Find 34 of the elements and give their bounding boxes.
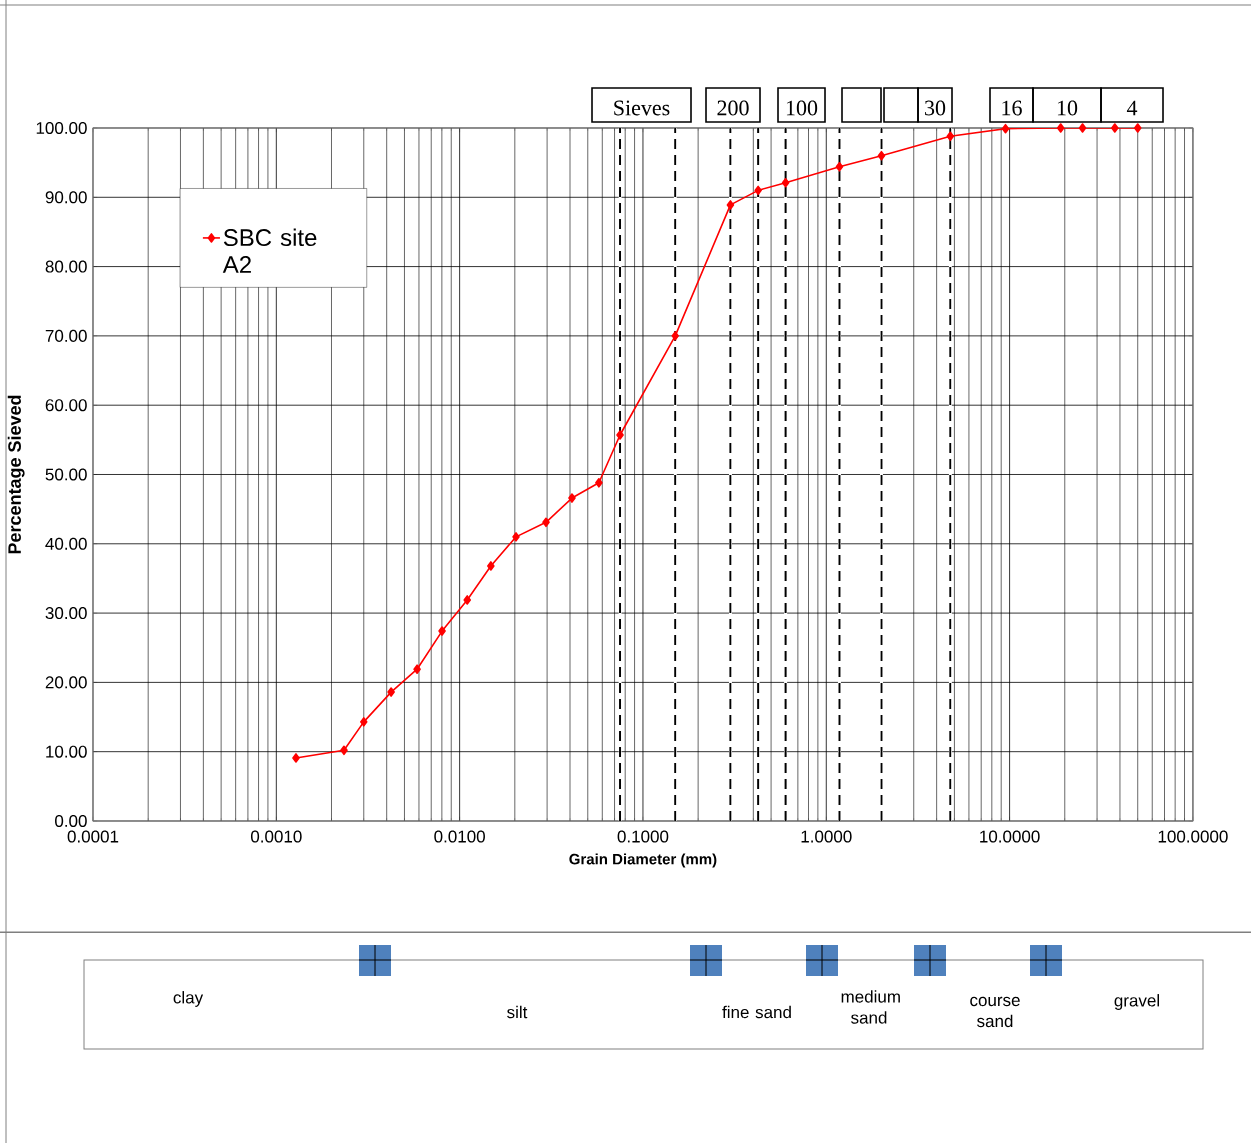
x-tick-label: 0.1000	[617, 830, 669, 843]
y-tick-label: 10.00	[46, 745, 87, 758]
text: gravel	[1114, 994, 1160, 1010]
text: Sieves	[614, 100, 670, 116]
y-tick-label: 90.00	[45, 191, 87, 204]
text: 4	[1126, 100, 1138, 116]
y-tick-label: 20.00	[45, 676, 87, 689]
text: 16	[1002, 100, 1022, 116]
text: fine sand	[722, 1005, 791, 1019]
y-tick-label: 40.00	[45, 537, 87, 550]
text: course sand	[970, 996, 1020, 1028]
y-tick-label: 70.00	[45, 329, 87, 342]
text: medium sand	[841, 990, 900, 1024]
y-tick-label: 30.00	[45, 607, 87, 620]
text: 30	[925, 100, 946, 116]
text: 10	[1057, 100, 1078, 116]
x-tick-label: 1.0000	[801, 830, 852, 843]
y-tick-label: 80.00	[45, 260, 87, 273]
y-axis-title: Percentage Sieved	[7, 395, 25, 554]
text: 200	[717, 100, 749, 116]
x-tick-label: 0.0100	[434, 830, 485, 843]
x-tick-label: 0.0010	[250, 830, 302, 843]
legend-label: SBC site A2	[222, 228, 317, 273]
x-tick-label: 100.0000	[1158, 830, 1228, 843]
y-tick-label: 60.00	[45, 399, 87, 412]
text: silt	[507, 1005, 528, 1019]
text: 100	[786, 100, 818, 116]
x-axis-title: Grain Diameter (mm)	[569, 853, 717, 868]
y-tick-label: 0.00	[55, 814, 87, 828]
text: clay	[173, 991, 204, 1007]
x-tick-label: 0.0001	[67, 830, 119, 843]
y-tick-label: 100.00	[36, 121, 87, 135]
x-tick-label: 10.0000	[980, 830, 1040, 843]
y-tick-label: 50.00	[45, 468, 87, 481]
